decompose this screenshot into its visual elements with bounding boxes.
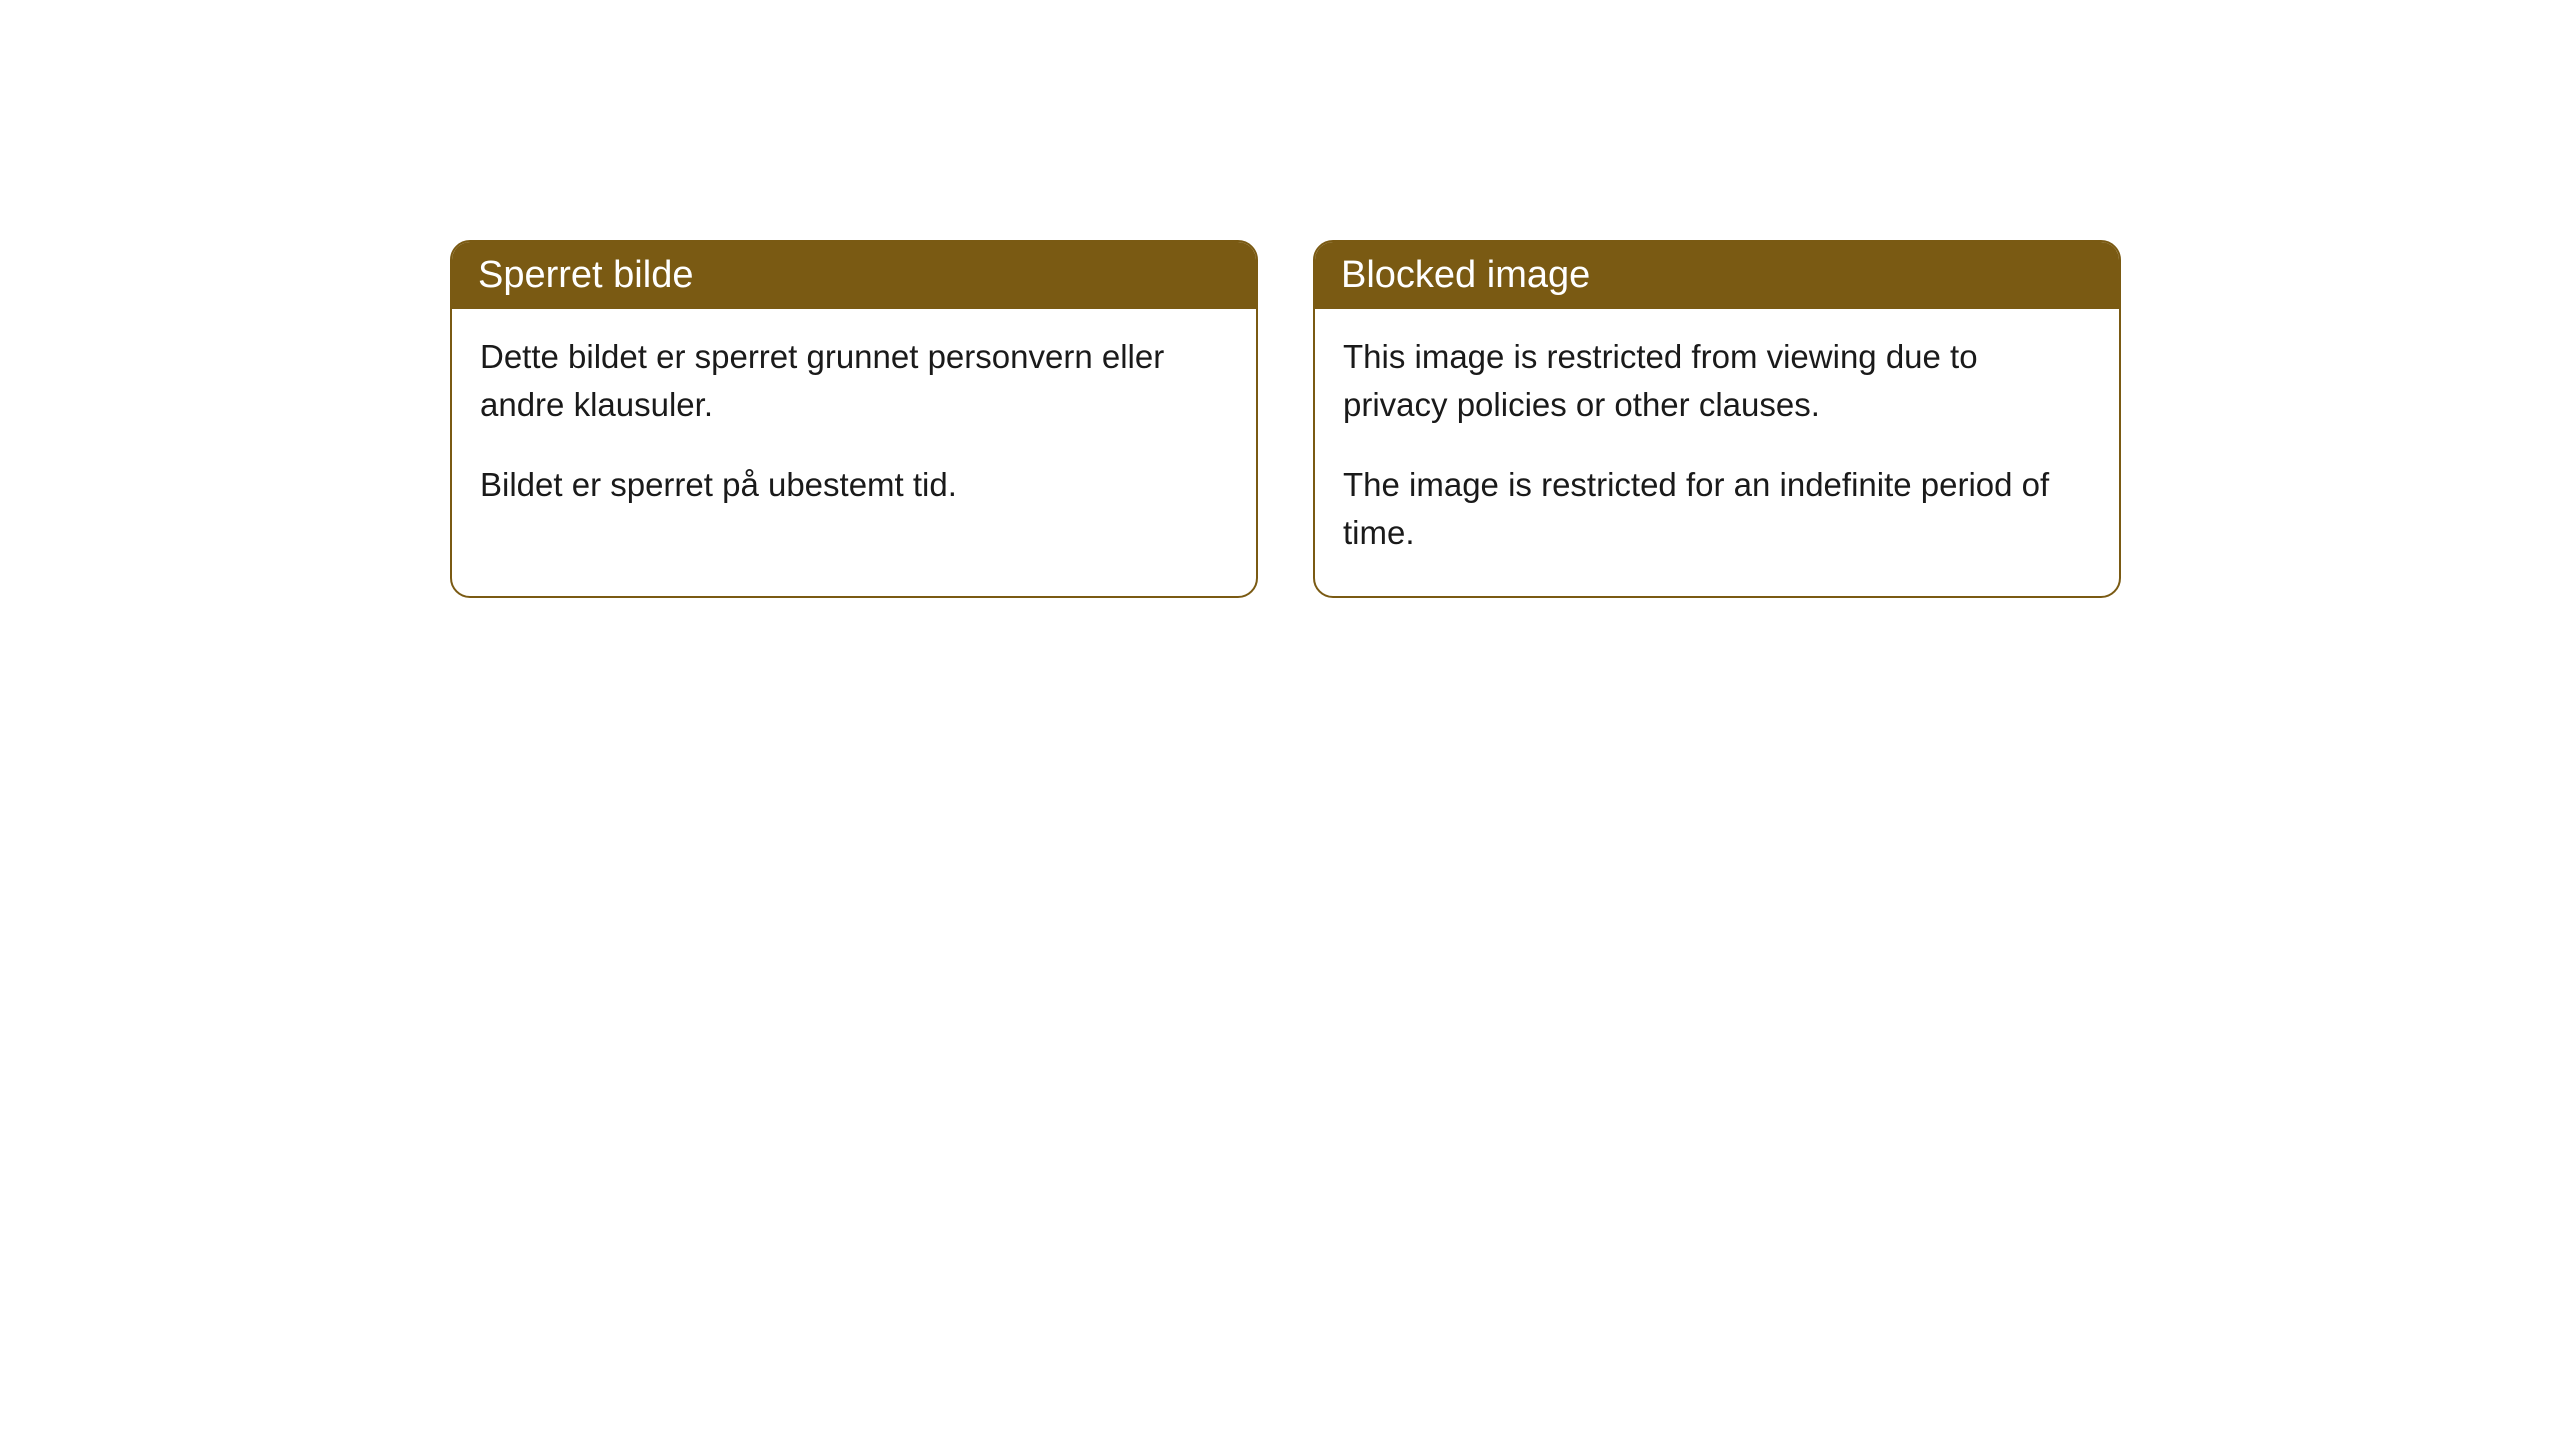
card-header-norwegian: Sperret bilde <box>452 242 1256 309</box>
paragraph-english-2: The image is restricted for an indefinit… <box>1343 461 2091 557</box>
card-english: Blocked image This image is restricted f… <box>1313 240 2121 598</box>
paragraph-english-1: This image is restricted from viewing du… <box>1343 333 2091 429</box>
card-header-english: Blocked image <box>1315 242 2119 309</box>
card-container: Sperret bilde Dette bildet er sperret gr… <box>0 0 2560 598</box>
card-body-english: This image is restricted from viewing du… <box>1315 309 2119 596</box>
card-body-norwegian: Dette bildet er sperret grunnet personve… <box>452 309 1256 549</box>
paragraph-norwegian-1: Dette bildet er sperret grunnet personve… <box>480 333 1228 429</box>
paragraph-norwegian-2: Bildet er sperret på ubestemt tid. <box>480 461 1228 509</box>
card-norwegian: Sperret bilde Dette bildet er sperret gr… <box>450 240 1258 598</box>
